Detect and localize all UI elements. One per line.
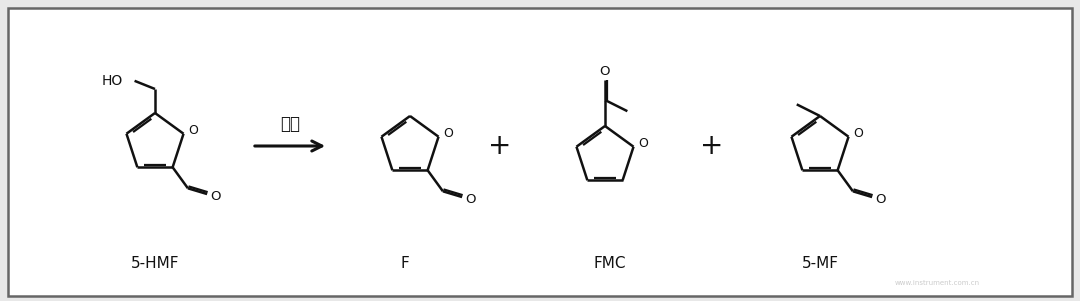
Text: O: O [599,64,610,77]
Text: O: O [188,124,198,137]
Text: O: O [211,190,221,203]
Text: +: + [700,132,724,160]
Text: F: F [401,256,409,271]
Text: O: O [638,137,648,150]
Text: +: + [488,132,512,160]
Text: O: O [443,127,453,140]
Text: 5-HMF: 5-HMF [131,256,179,271]
Text: O: O [876,193,886,206]
Text: 5-MF: 5-MF [801,256,838,271]
Text: O: O [853,127,863,140]
Text: O: O [465,193,476,206]
Text: HO: HO [102,74,122,88]
Text: FMC: FMC [594,256,626,271]
Text: www.instrument.com.cn: www.instrument.com.cn [895,280,980,286]
Text: 水解: 水解 [280,115,300,133]
